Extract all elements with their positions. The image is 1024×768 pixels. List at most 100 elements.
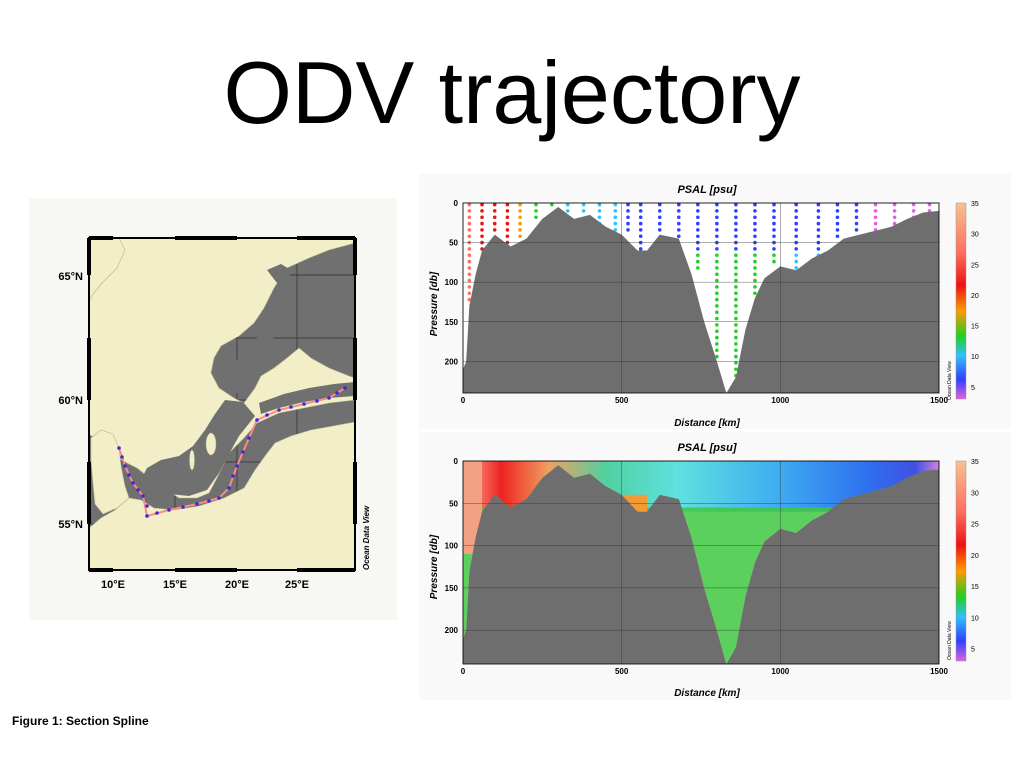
colorbar-tick-label: 5 [971, 385, 975, 392]
station-point [927, 202, 932, 207]
colorbar-tick-label: 5 [971, 647, 975, 654]
station-point [715, 221, 719, 226]
colorbar-tick-label: 20 [971, 553, 979, 560]
station-point [518, 215, 522, 220]
station-point [772, 247, 776, 251]
station-point [816, 215, 821, 220]
station-point [613, 209, 618, 213]
slide-title: ODV trajectory [223, 43, 801, 142]
station-point [734, 259, 738, 264]
station-point [715, 329, 719, 334]
station-point [480, 228, 484, 232]
station-point [892, 209, 897, 213]
station-point [657, 228, 662, 232]
station-point [467, 234, 472, 239]
station-point [626, 221, 630, 226]
station-point [734, 253, 738, 258]
station-point [518, 234, 522, 239]
station-point [715, 215, 719, 220]
station-point [505, 234, 510, 239]
station-point [626, 215, 630, 220]
station-point [753, 291, 757, 296]
lat-label-55: 55°N [58, 519, 83, 531]
station-point [467, 285, 472, 289]
station-point [816, 202, 821, 207]
station-point [892, 215, 897, 220]
station-point [734, 285, 738, 289]
baltic-map: 65°N 60°N 55°N 10°E 15°E 20°E 25°E Ocean… [58, 236, 371, 591]
salinity-field-west [463, 461, 483, 555]
y-tick-label: 50 [449, 239, 458, 248]
station-point [873, 209, 878, 213]
station-point [467, 228, 472, 232]
station-point [854, 202, 859, 207]
station-point [734, 361, 738, 365]
colorbar-label: Ocean Data View [947, 621, 953, 660]
station-point [715, 285, 719, 289]
station-point [734, 291, 738, 296]
x-tick-label: 0 [461, 667, 466, 676]
station-point [492, 221, 497, 226]
station-point [772, 259, 776, 264]
station-point [657, 215, 662, 220]
colorbar-tick-label: 10 [971, 615, 979, 622]
station-point [676, 215, 681, 220]
station-point [467, 259, 472, 264]
station-point [794, 221, 798, 226]
colorbar [955, 460, 967, 662]
station-point [715, 310, 719, 315]
station-point [696, 266, 700, 270]
station-point [597, 215, 602, 220]
station-point [794, 202, 798, 207]
station-point [734, 316, 738, 321]
seafloor-topography [463, 206, 939, 393]
station-point [873, 215, 878, 220]
station-point [794, 234, 798, 239]
station-point [772, 221, 776, 226]
y-axis-label: Pressure [db] [429, 271, 440, 336]
station-point [467, 272, 472, 277]
y-tick-label: 150 [445, 318, 459, 327]
station-point [505, 215, 510, 220]
station-point [715, 259, 719, 264]
x-axis-label: Distance [km] [674, 418, 740, 429]
station-point [734, 215, 738, 220]
station-point [638, 247, 643, 251]
plot-frame [462, 202, 940, 394]
station-point [715, 335, 719, 340]
station-point [873, 221, 878, 226]
station-point [816, 221, 821, 226]
station-point [734, 335, 738, 340]
chart-title: PSAL [psu] [677, 184, 736, 196]
station-point [835, 228, 840, 232]
chart-title: PSAL [psu] [677, 442, 736, 454]
station-point [676, 234, 681, 239]
lon-label-10: 10°E [101, 579, 125, 591]
lat-label-65: 65°N [58, 271, 83, 283]
colorbar-tick-label: 15 [971, 584, 979, 591]
x-axis-label: Distance [km] [674, 688, 740, 699]
station-point [696, 259, 700, 264]
station-point [597, 209, 602, 213]
land-oland [189, 449, 195, 471]
station-point [467, 278, 472, 283]
y-tick-label: 150 [445, 584, 459, 593]
station-point [816, 209, 821, 213]
plot-frame [462, 460, 940, 665]
lat-label-60: 60°N [58, 395, 83, 407]
x-tick-label: 500 [615, 667, 629, 676]
station-point [772, 234, 776, 239]
station-point [794, 247, 798, 251]
station-point [467, 209, 472, 213]
station-point [638, 234, 643, 239]
station-point [835, 221, 840, 226]
station-point [613, 215, 618, 220]
station-point [505, 202, 510, 207]
station-point [715, 291, 719, 296]
station-point [676, 228, 681, 232]
y-tick-label: 0 [454, 199, 459, 208]
map-panel: 65°N 60°N 55°N 10°E 15°E 20°E 25°E Ocean… [29, 198, 397, 620]
station-point [715, 253, 719, 258]
station-point [676, 202, 681, 207]
station-point [753, 215, 757, 220]
